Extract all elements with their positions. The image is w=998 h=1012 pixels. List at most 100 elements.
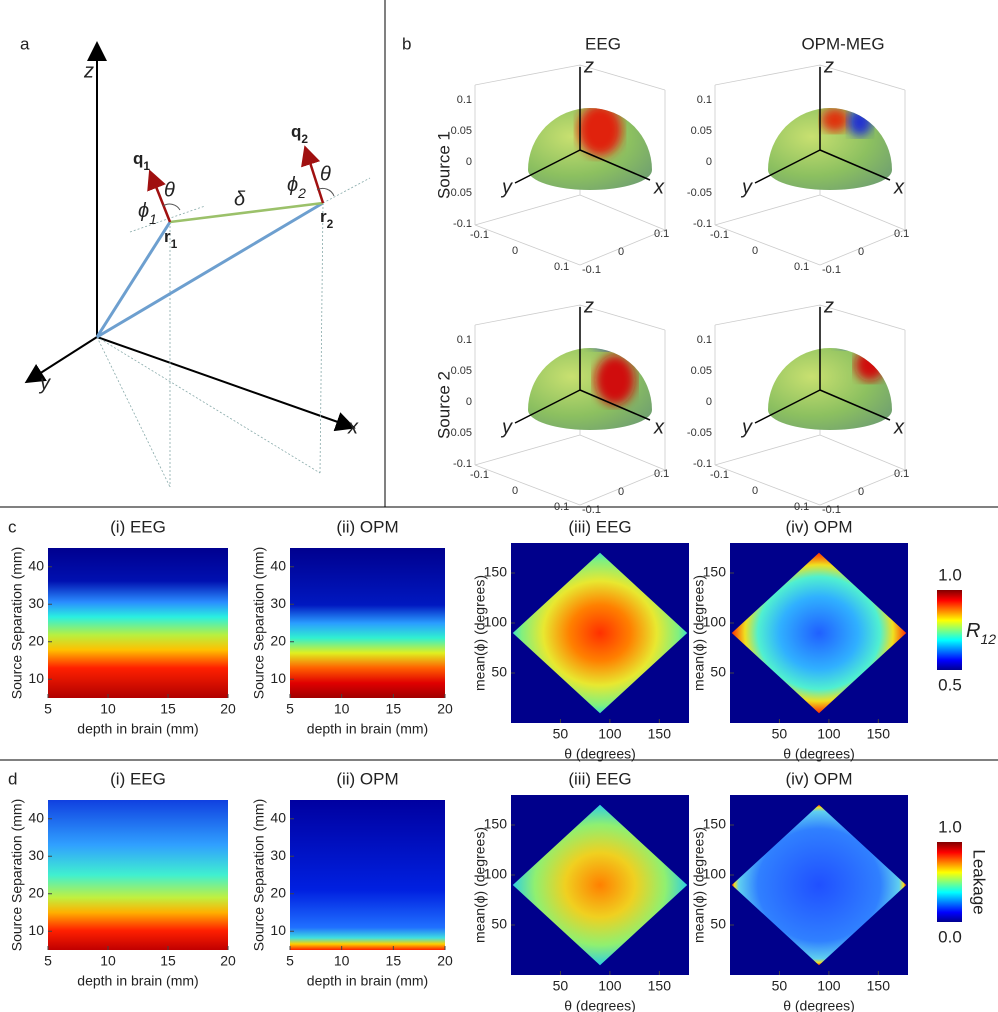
y-tick-label: 0.1	[554, 501, 569, 513]
x-tick-label: 15	[160, 701, 176, 717]
x-tick-label: 0	[858, 246, 864, 258]
y-tick-label: -0.1	[710, 229, 729, 241]
heatmap	[48, 548, 228, 698]
head-plot	[714, 304, 906, 506]
y-tick-label: 100	[484, 614, 508, 630]
z-tick-label: 0.1	[697, 334, 712, 346]
z-tick-label: -0.05	[447, 427, 472, 439]
heatmap	[512, 552, 688, 714]
x-tick-label: 20	[220, 701, 236, 717]
x-tick-label: 0.1	[894, 468, 909, 480]
box-edge	[819, 64, 906, 91]
box-edge	[819, 434, 906, 471]
y-tick-label: -0.1	[470, 229, 489, 241]
axis-label: x	[653, 176, 665, 198]
y-tick-label: 100	[703, 866, 727, 882]
angle-label: θ	[164, 179, 175, 201]
y-tick-label: 50	[491, 664, 507, 680]
panel-label: b	[402, 34, 411, 53]
x-axis-label: depth in brain (mm)	[307, 973, 428, 989]
plot-title: (iv) OPM	[785, 517, 852, 536]
heatmap	[731, 552, 907, 714]
box-edge	[714, 194, 821, 226]
x-tick-label: 20	[437, 701, 453, 717]
plot-title: (iii) EEG	[568, 517, 631, 536]
row-title: Source 2	[434, 371, 453, 439]
point-label-base: r	[164, 227, 171, 246]
z-tick-label: -0.1	[693, 458, 712, 470]
axis	[819, 149, 891, 181]
z-tick-label: -0.05	[687, 187, 712, 199]
y-tick-label: 40	[28, 557, 44, 573]
activity-blob	[578, 108, 622, 156]
z-tick-label: -0.05	[687, 427, 712, 439]
colorbar	[937, 590, 962, 670]
z-tick-label: 0.1	[457, 334, 472, 346]
axis-label: y	[500, 416, 513, 438]
axis-label: z	[583, 55, 594, 77]
x-tick-label: 5	[286, 701, 294, 717]
x-tick-label: 0.1	[894, 228, 909, 240]
y-axis-label: Source Separation (mm)	[9, 547, 25, 700]
x-tick-label: 50	[553, 978, 569, 994]
angle-label: ϕ2	[287, 174, 306, 200]
z-tick-label: 0	[706, 396, 712, 408]
box-edge	[474, 224, 581, 266]
colorbar-label-base: R	[966, 620, 980, 642]
colorbar-label-sub: 12	[980, 631, 996, 647]
x-tick-label: 100	[598, 978, 622, 994]
box-edge	[714, 64, 821, 86]
y-axis-label: Source Separation (mm)	[9, 799, 25, 952]
x-tick-label: -0.1	[582, 264, 601, 276]
heatmap	[290, 548, 445, 698]
activity	[590, 348, 650, 405]
box-edge	[474, 194, 581, 226]
x-tick-label: 15	[386, 953, 402, 969]
y-tick-label: 10	[28, 670, 44, 686]
head-plot	[474, 64, 666, 266]
vector-diagram	[24, 41, 371, 488]
y-tick-label: 150	[703, 564, 727, 580]
y-tick-label: -0.1	[710, 469, 729, 481]
y-tick-label: 20	[28, 884, 44, 900]
axis	[754, 149, 821, 184]
box-edge	[579, 64, 666, 91]
angle-label-sub: 1	[149, 211, 157, 227]
angle-label: θ	[320, 163, 331, 185]
axis-label: z	[823, 55, 834, 77]
x-tick-label: 0	[618, 246, 624, 258]
axis-label: y	[740, 416, 753, 438]
x-axis-label: θ (degrees)	[564, 746, 636, 762]
y-tick-label: 40	[28, 809, 44, 825]
axis-label: z	[83, 60, 94, 82]
y-tick-label: 20	[28, 632, 44, 648]
point-label: r1	[164, 227, 178, 251]
box-edge	[714, 224, 821, 266]
point-label-sub: 1	[171, 237, 178, 251]
panel-label: d	[8, 769, 17, 788]
colorbar-min: 0.5	[938, 675, 962, 694]
box-edge	[579, 194, 666, 231]
axis	[579, 149, 651, 181]
x-tick-label: 0	[618, 486, 624, 498]
box-edge	[474, 434, 581, 466]
box-edge	[579, 434, 666, 471]
x-tick-label: -0.1	[582, 504, 601, 516]
box-edge	[819, 194, 906, 231]
x-tick-label: 10	[100, 953, 116, 969]
box-edge	[579, 229, 666, 266]
heatmap	[290, 800, 445, 950]
box-edge	[714, 434, 821, 466]
x-tick-label: 100	[598, 726, 622, 742]
x-axis-label: θ (degrees)	[564, 998, 636, 1012]
colorbar	[937, 842, 962, 922]
x-tick-label: 150	[867, 726, 891, 742]
y-tick-label: 0.1	[794, 261, 809, 273]
y-tick-label: 100	[484, 866, 508, 882]
activity-blob	[821, 108, 849, 132]
x-axis-label: θ (degrees)	[783, 746, 855, 762]
activity-blob	[590, 348, 650, 350]
distance-label: δ	[234, 188, 246, 210]
y-axis-label: Source Separation (mm)	[251, 799, 267, 952]
box-edge	[474, 304, 581, 326]
